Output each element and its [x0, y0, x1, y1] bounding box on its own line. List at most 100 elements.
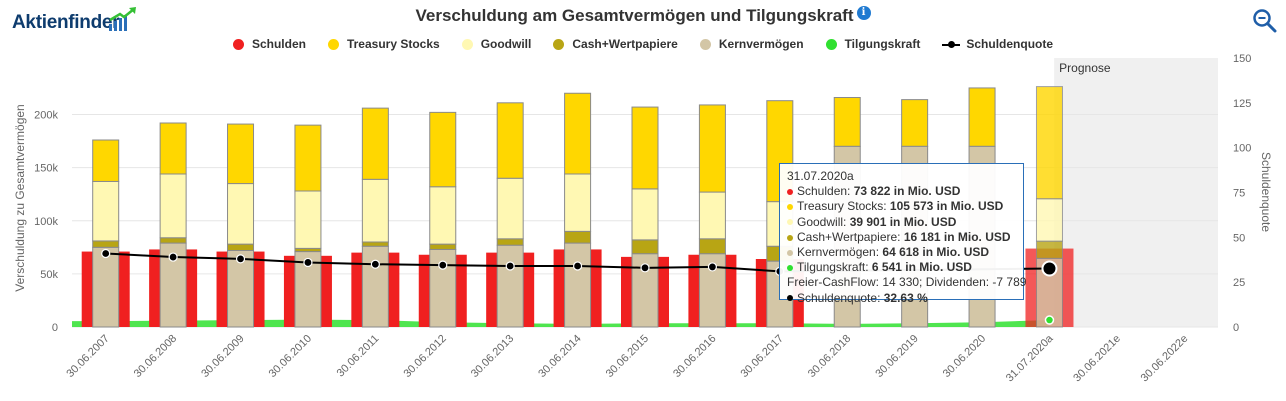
tooltip-label: Goodwill:: [797, 214, 850, 229]
legend-item-tilgungskraft[interactable]: Tilgungskraft: [825, 37, 920, 51]
y2-axis-title: Schuldenquote: [1259, 152, 1273, 232]
schuldenquote-point: [168, 252, 178, 262]
stack-segment: [361, 245, 389, 328]
stack-segment: [227, 243, 255, 251]
chart-tooltip: 31.07.2020a Schulden: 73 822 in Mio. USD…: [779, 163, 1027, 305]
y-tick-label: 200k: [34, 110, 58, 122]
stack-segment: [294, 124, 322, 192]
legend-item-treasury-stocks[interactable]: Treasury Stocks: [327, 37, 440, 51]
chart-title-text: Verschuldung am Gesamtvermögen und Tilgu…: [415, 6, 854, 25]
x-tick-label: 30.06.2015: [604, 333, 651, 380]
schuldenquote-point: [707, 262, 718, 272]
legend-label: Schulden: [251, 37, 306, 51]
tooltip-value: 6 541 in Mio. USD: [871, 260, 972, 275]
y-tick-label: 0: [52, 322, 58, 334]
x-tick-label: 30.06.2011: [335, 333, 382, 380]
x-tick-label: 30.06.2010: [267, 333, 314, 380]
chart-title: Verschuldung am Gesamtvermögen und Tilgu…: [0, 6, 1286, 26]
stack-segment: [496, 177, 524, 240]
info-icon[interactable]: i: [856, 6, 871, 20]
y2-tick-label: 0: [1233, 322, 1239, 334]
stack-segment: [496, 102, 524, 179]
schuldenquote-point: [438, 260, 448, 270]
schuldenquote-line: [105, 252, 1050, 273]
stack-segment: [227, 183, 255, 245]
stack-segment: [698, 104, 726, 193]
brand-name: Aktienfinder: [12, 12, 120, 33]
tooltip-row-kernvermoegen: Kernvermögen: 64 618 in Mio. USD: [787, 245, 1016, 260]
stack-segment: [1035, 86, 1063, 200]
x-tick-label: 30.06.2013: [469, 333, 516, 380]
x-tick-label: 30.06.2014: [536, 333, 583, 380]
stack-segment: [92, 240, 120, 248]
x-tick-label: 30.06.2007: [64, 333, 111, 380]
stack-segment: [92, 180, 120, 242]
x-tick-label: 30.06.2022e: [1139, 333, 1191, 385]
tooltip-bullet: [787, 219, 793, 226]
legend-marker: [232, 38, 244, 50]
x-tick-label: 30.06.2019: [873, 333, 920, 380]
legend-label: Goodwill: [480, 37, 532, 51]
schuldenquote-point: [370, 259, 380, 269]
x-tick-label: 30.06.2009: [199, 333, 246, 380]
stack-segment: [227, 123, 255, 185]
tilgungskraft-point: [1044, 315, 1055, 325]
aktienfinder-logo[interactable]: Aktienfinder: [12, 6, 136, 36]
stack-segment: [1035, 198, 1063, 242]
legend-marker: [553, 38, 565, 50]
tooltip-label: Schuldenquote:: [797, 290, 884, 305]
prognose-label: Prognose: [1059, 61, 1111, 75]
y-axis-title: Verschuldung zu Gesamtvermögen: [13, 104, 27, 291]
tooltip-value: 32.63 %: [883, 290, 928, 305]
legend-label: Kernvermögen: [718, 37, 804, 51]
x-tick-label: 30.06.2021e: [1071, 333, 1123, 385]
x-tick-label: 30.06.2012: [401, 333, 448, 380]
schuldenquote-point: [505, 261, 515, 271]
schuldenquote-point: [572, 261, 583, 271]
legend-label: Cash+Wertpapiere: [572, 37, 678, 51]
y2-tick-label: 25: [1233, 277, 1245, 289]
stack-segment: [92, 139, 120, 182]
x-tick-label: 30.06.2017: [739, 333, 786, 380]
stack-segment: [92, 246, 120, 328]
legend-item-schulden[interactable]: Schulden: [232, 37, 306, 51]
tooltip-value: 16 181 in Mio. USD: [903, 229, 1011, 244]
y-tick-label: 150k: [34, 163, 58, 175]
legend-item-schuldenquote[interactable]: Schuldenquote: [942, 37, 1053, 51]
legend-item-cash-wertpapiere[interactable]: Cash+Wertpapiere: [553, 37, 678, 51]
tooltip-value: 64 618 in Mio. USD: [882, 245, 990, 260]
x-tick-label: 30.06.2016: [671, 333, 718, 380]
stack-segment: [631, 106, 659, 190]
stack-segment: [631, 188, 659, 241]
legend-item-goodwill[interactable]: Goodwill: [461, 37, 532, 51]
tooltip-extra: Freier-CashFlow: 14 330; Dividenden: -7 …: [787, 275, 1027, 290]
stack-segment: [294, 190, 322, 249]
y2-tick-label: 125: [1233, 98, 1251, 110]
legend-label: Treasury Stocks: [346, 37, 440, 51]
stack-segment: [429, 186, 457, 245]
tooltip-row-goodwill: Goodwill: 39 901 in Mio. USD: [787, 215, 1016, 230]
tooltip-row-schulden: Schulden: 73 822 in Mio. USD: [787, 184, 1016, 199]
stack-segment: [1035, 240, 1063, 259]
x-tick-label: 30.06.2020: [941, 333, 988, 380]
x-tick-label: 30.06.2018: [806, 333, 853, 380]
stack-segment: [429, 243, 457, 250]
stack-segment: [361, 241, 389, 247]
legend-label: Schuldenquote: [966, 37, 1054, 51]
tooltip-label: Cash+Wertpapiere:: [797, 229, 904, 244]
tooltip-row-tilgungskraft: Tilgungskraft: 6 541 in Mio. USD: [787, 260, 1016, 275]
stack-segment: [429, 111, 457, 188]
y-tick-label: 100k: [34, 216, 58, 228]
tooltip-bullet: [787, 265, 793, 272]
growth-arrow-icon: [109, 7, 136, 31]
y2-tick-label: 150: [1233, 53, 1251, 65]
tooltip-row-cash-wertpapiere: Cash+Wertpapiere: 16 181 in Mio. USD: [787, 230, 1016, 245]
stack-segment: [698, 238, 726, 255]
zoom-icon[interactable]: [1252, 8, 1278, 34]
tooltip-bullet: [787, 295, 793, 302]
legend-item-kernvermoegen[interactable]: Kernvermögen: [699, 37, 804, 51]
stack-segment: [968, 87, 996, 147]
legend-marker: [461, 38, 473, 50]
stack-segment: [564, 92, 592, 175]
